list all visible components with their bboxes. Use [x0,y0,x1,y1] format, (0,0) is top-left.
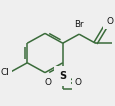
Text: Br: Br [74,20,83,29]
Text: O: O [44,78,51,87]
Text: O: O [105,17,112,26]
Text: Cl: Cl [1,68,10,77]
Text: O: O [74,78,81,87]
Text: S: S [59,71,66,81]
